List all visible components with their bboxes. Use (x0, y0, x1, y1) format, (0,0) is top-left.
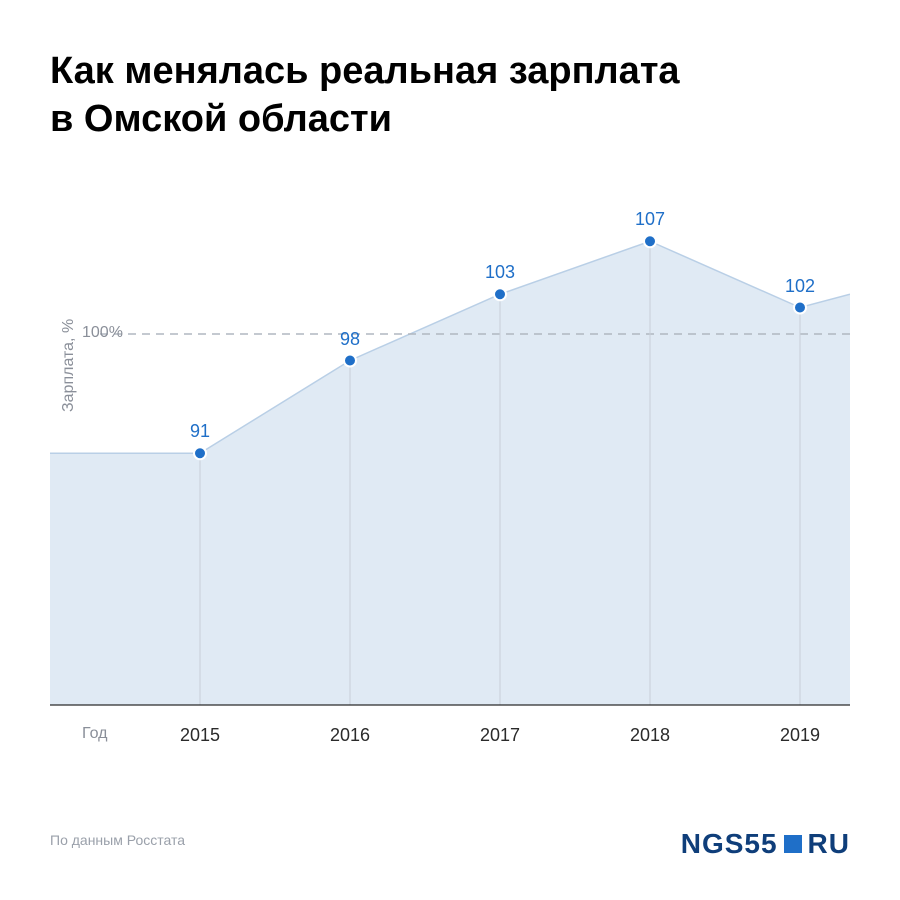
value-label: 107 (635, 209, 665, 230)
x-tick-label: 2016 (330, 725, 370, 746)
x-tick-label: 2017 (480, 725, 520, 746)
chart-svg (50, 175, 850, 765)
value-label: 103 (485, 262, 515, 283)
value-label: 98 (340, 329, 360, 350)
data-marker (194, 447, 206, 459)
x-axis-label: Год (82, 725, 107, 743)
data-marker (494, 288, 506, 300)
value-label: 102 (785, 276, 815, 297)
x-tick-label: 2019 (780, 725, 820, 746)
logo-text-right: RU (808, 828, 850, 860)
data-marker (344, 355, 356, 367)
publisher-logo: NGS55 RU (681, 828, 850, 860)
logo-square-icon (784, 835, 802, 853)
data-marker (644, 235, 656, 247)
source-note: По данным Росстата (50, 832, 185, 848)
data-marker (794, 302, 806, 314)
y-axis-label: Зарплата, % (60, 319, 78, 412)
x-tick-label: 2018 (630, 725, 670, 746)
chart-title: Как менялась реальная зарплатав Омской о… (50, 48, 680, 143)
logo-text-left: NGS55 (681, 828, 778, 860)
x-tick-label: 2015 (180, 725, 220, 746)
chart-area: Зарплата, % 100% Год 2015 91 2016 98 2017 103… (50, 175, 850, 765)
area-fill (50, 241, 850, 705)
value-label: 91 (190, 421, 210, 442)
ref-line-label: 100% (82, 324, 123, 342)
